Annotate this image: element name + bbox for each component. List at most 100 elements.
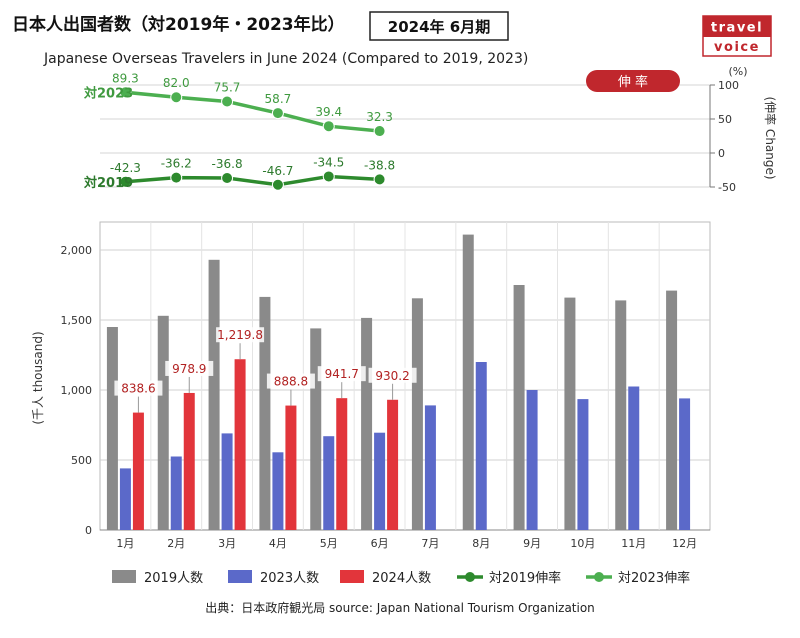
bar-2023 [374, 432, 386, 530]
line-2019-point [322, 170, 335, 183]
bar-2019 [106, 327, 118, 530]
bar-2024-value-label: 930.2 [375, 369, 409, 383]
bar-x-tick-label: 10月 [570, 537, 595, 550]
bar-2019 [310, 328, 322, 530]
line-2023-value-label: 89.3 [112, 71, 139, 85]
rate-unit-label: (%) [728, 65, 747, 78]
rate-badge-box [586, 70, 680, 92]
bar-x-tick-label: 4月 [269, 537, 287, 550]
legend-label: 対2019伸率 [489, 570, 561, 586]
legend-swatch [340, 570, 364, 583]
bar-x-tick-label: 8月 [472, 537, 490, 550]
bar-2023 [323, 436, 335, 530]
bar-2024-value-label: 838.6 [121, 382, 155, 396]
bar-2024 [336, 398, 348, 530]
period-badge-box [369, 11, 509, 41]
line-2023-value-label: 82.0 [163, 76, 190, 90]
source-note: 出典：日本政府観光局 source: Japan National Touris… [205, 600, 595, 615]
legend-marker [465, 572, 475, 582]
bar-2024 [132, 412, 144, 530]
bar-2023 [628, 386, 640, 530]
bar-label-bg [114, 380, 163, 396]
rate-series: 89.3 82.0 75.7 58.7 39.4 32.3 対2023 -42.3 -36.2 -… [83, 71, 395, 190]
bar-2019 [615, 300, 627, 530]
bar-2024-value-label: 978.9 [172, 362, 206, 376]
line-2019-value-label: -36.8 [212, 157, 243, 171]
line-2019-value-label: -34.5 [313, 155, 344, 169]
bar-y-axis-label: (千人 thousand) [31, 331, 45, 424]
bar-x-tick-label: 11月 [621, 537, 646, 550]
bar-y-tick-label: 1,500 [61, 314, 93, 327]
legend-swatch [112, 570, 136, 583]
bar-data-labels: 838.6 978.9 1,219.8 888.8 941.7 930.2 [114, 327, 417, 413]
legend-label: 2024人数 [372, 571, 431, 586]
bar-2019 [157, 315, 169, 530]
bar-2023 [577, 399, 589, 530]
bar-label-bg [165, 360, 214, 376]
bar-label-bg [368, 367, 417, 383]
bar-2019 [564, 297, 576, 530]
bar-x-tick-label: 2月 [167, 537, 185, 550]
chart-subtitle: Japanese Overseas Travelers in June 2024… [43, 51, 528, 67]
rate-chart: 100 50 0 -50 89.3 82.0 75.7 58.7 39.4 32.3 対2023 -… [83, 65, 778, 194]
bar-series [106, 234, 691, 530]
rate-badge: 伸 率 [618, 74, 648, 90]
line-2019-point [373, 173, 386, 186]
legend-swatch [228, 570, 252, 583]
line-2019-point [271, 178, 284, 191]
rate-series-name: 対2023 [83, 85, 133, 101]
bar-axis: 0 500 1,000 1,500 2,000 1月 2月 3月 4月 5月 6月 7月 8月 9月 10月… [61, 244, 698, 550]
bar-2023 [272, 452, 284, 530]
logo-top-band [703, 16, 771, 37]
bar-2019 [462, 234, 474, 530]
line-2019 [125, 174, 380, 187]
bar-y-tick-label: 1,000 [61, 384, 93, 397]
rate-y-tick-label: 100 [718, 79, 739, 92]
bar-2024 [183, 392, 195, 530]
bar-2019 [513, 285, 525, 530]
bar-2024 [387, 399, 399, 530]
line-2019-point [170, 171, 183, 184]
bar-2023 [424, 405, 436, 530]
bar-x-tick-label: 6月 [371, 537, 389, 550]
bar-2023 [221, 433, 233, 530]
bar-2023 [526, 390, 538, 530]
bar-2019 [361, 317, 373, 530]
bar-2023 [679, 398, 691, 530]
line-2023-point [322, 120, 335, 133]
travelers-chart: 838.6 978.9 1,219.8 888.8 941.7 930.2 0 500 1,0… [31, 221, 711, 550]
line-2023-point [373, 125, 386, 138]
bar-x-tick-label: 12月 [672, 537, 697, 550]
bar-2024 [285, 405, 297, 530]
bar-x-tick-label: 5月 [320, 537, 338, 550]
bar-2023 [475, 362, 487, 530]
line-2019-value-label: -42.3 [110, 161, 141, 175]
bar-2023 [119, 468, 131, 530]
bar-2019 [208, 259, 220, 530]
line-2023-value-label: 75.7 [214, 81, 241, 95]
period-badge: 2024年 6月期 [388, 18, 490, 36]
bar-label-bg [266, 373, 315, 389]
bar-label-bg [317, 366, 366, 382]
line-2023-value-label: 39.4 [315, 105, 342, 119]
bar-x-tick-label: 7月 [421, 537, 439, 550]
line-2023-point [271, 107, 284, 120]
bar-2023 [170, 456, 182, 530]
line-2019-point [119, 175, 132, 188]
logo-line2: voice [714, 40, 760, 55]
chart-title: 日本人出国者数（対2019年・2023年比） [12, 14, 345, 35]
bar-y-tick-label: 0 [85, 524, 92, 537]
rate-series-name: 対2019 [83, 175, 133, 191]
bar-2024-value-label: 1,219.8 [217, 328, 263, 342]
bar-y-tick-label: 2,000 [61, 244, 93, 257]
legend-marker [594, 572, 604, 582]
line-2019-point [221, 172, 234, 185]
rate-y-tick-label: 0 [718, 147, 725, 160]
line-2023 [125, 90, 380, 133]
rate-y-axis-label: (伸率 Change) [763, 96, 778, 179]
line-2019-value-label: -46.7 [262, 164, 293, 178]
bar-2019 [259, 296, 271, 530]
bar-x-tick-label: 3月 [218, 537, 236, 550]
travelvoice-logo: travel voice [702, 15, 772, 57]
